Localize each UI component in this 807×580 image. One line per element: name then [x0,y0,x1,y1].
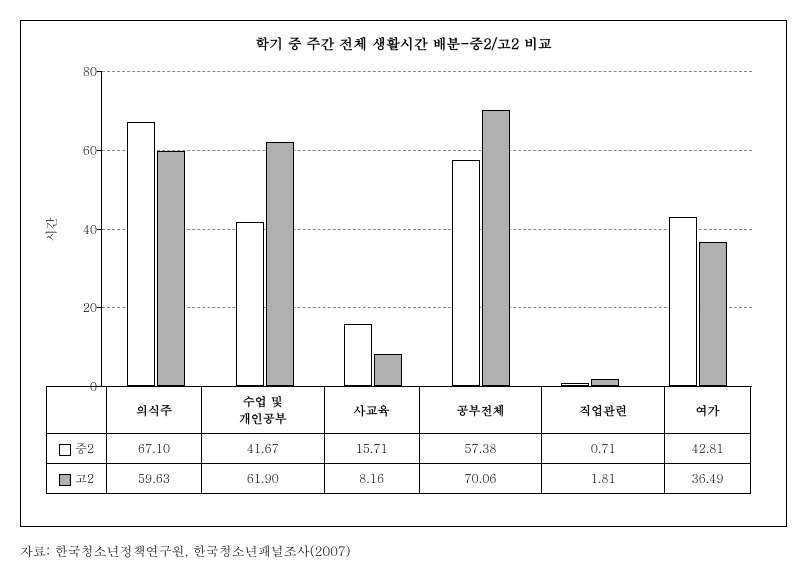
table-cell: 59.63 [107,464,202,494]
y-tick-label: 40 [67,221,97,238]
table-cell: 8.16 [324,464,419,494]
y-tick-label: 80 [67,63,97,80]
bar [452,160,480,386]
table-column-header: 의식주 [107,387,202,434]
legend-cell: 고2 [47,464,107,494]
table-cell: 1.81 [542,464,665,494]
y-tick-label: 20 [67,299,97,316]
bar [669,217,697,386]
y-tick-label: 60 [67,142,97,159]
legend-swatch [59,444,71,456]
table-column-header: 여가 [665,387,751,434]
table-column-header: 수업 및 개인공부 [201,387,324,434]
table-cell: 57.38 [419,434,542,464]
table-column-header: 직업관련 [542,387,665,434]
table-corner [47,387,107,434]
table-column-header: 사교육 [324,387,419,434]
grid-line [102,150,752,151]
data-table: 의식주수업 및 개인공부사교육공부전체직업관련여가중2 67.1041.6715.… [46,386,751,494]
bar [236,222,264,386]
legend-label: 중2 [75,440,94,457]
grid-line [102,229,752,230]
table-cell: 0.71 [542,434,665,464]
legend-swatch [59,474,71,486]
legend-cell: 중2 [47,434,107,464]
bar [482,110,510,386]
table-cell: 67.10 [107,434,202,464]
table-cell: 61.90 [201,464,324,494]
bar [127,122,155,386]
bar [157,151,185,386]
plot-area: 020406080 [101,71,752,387]
bar [591,379,619,386]
bar [266,142,294,386]
legend-label: 고2 [75,470,94,487]
bar [699,242,727,386]
chart-container: 학기 중 주간 전체 생활시간 배분-중2/고2 비교 시간 020406080… [20,20,787,527]
bar [374,354,402,386]
table-column-header: 공부전체 [419,387,542,434]
table-cell: 70.06 [419,464,542,494]
grid-line [102,71,752,72]
table-cell: 41.67 [201,434,324,464]
bar [344,324,372,386]
table-cell: 42.81 [665,434,751,464]
grid-line [102,307,752,308]
table-cell: 36.49 [665,464,751,494]
y-axis-label: 시간 [43,218,60,242]
source-text: 자료: 한국청소년정책연구원, 한국청소년패널조사(2007) [20,541,787,560]
table-cell: 15.71 [324,434,419,464]
chart-title: 학기 중 주간 전체 생활시간 배분-중2/고2 비교 [21,21,786,61]
